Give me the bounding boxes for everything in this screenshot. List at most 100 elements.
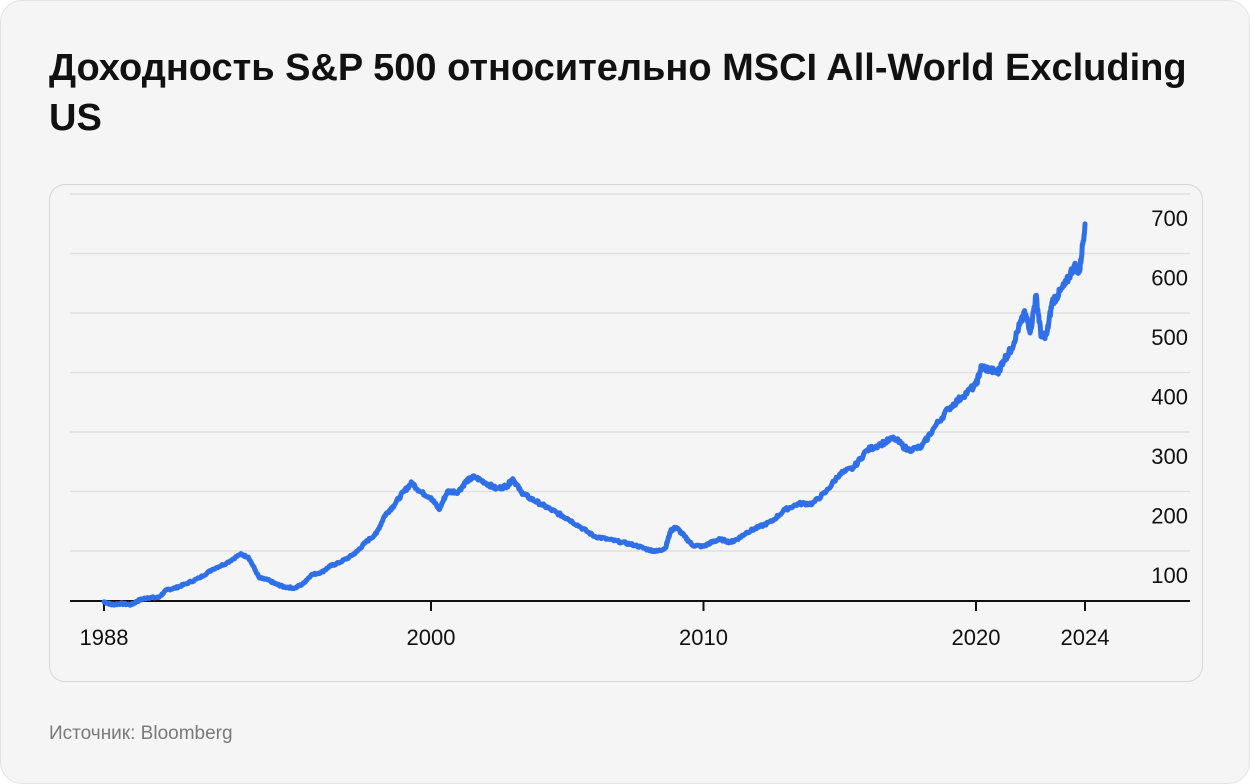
data-point xyxy=(565,516,570,521)
data-point xyxy=(129,602,134,607)
data-point xyxy=(281,584,286,589)
data-point xyxy=(320,570,325,575)
x-tick-label-2010: 2010 xyxy=(679,625,728,650)
data-point xyxy=(409,480,414,485)
data-point xyxy=(946,406,951,411)
y-tick-label-100: 100 xyxy=(1151,563,1188,588)
x-tick-label-2024: 2024 xyxy=(1061,625,1110,650)
data-point xyxy=(668,528,673,533)
data-point xyxy=(995,370,1000,375)
data-point xyxy=(892,436,897,441)
data-point xyxy=(145,595,150,600)
data-point xyxy=(1077,269,1082,274)
data-point xyxy=(647,548,652,553)
data-point xyxy=(837,471,842,476)
data-point xyxy=(878,442,883,447)
data-point xyxy=(505,483,510,488)
data-point xyxy=(164,587,169,592)
data-point xyxy=(246,555,251,560)
data-point xyxy=(1044,332,1049,337)
data-point xyxy=(273,581,278,586)
data-point xyxy=(390,504,395,509)
data-point xyxy=(336,561,341,566)
data-point xyxy=(1039,335,1044,340)
x-tick-label-2020: 2020 xyxy=(952,625,1001,650)
data-point xyxy=(527,495,532,500)
y-tick-label-500: 500 xyxy=(1151,325,1188,350)
data-point xyxy=(429,495,434,500)
data-point xyxy=(919,445,924,450)
data-point xyxy=(238,552,243,557)
data-point xyxy=(1017,323,1022,328)
y-tick-label-200: 200 xyxy=(1151,504,1188,529)
data-point xyxy=(663,546,668,551)
data-point xyxy=(265,577,270,582)
data-point xyxy=(456,489,461,494)
data-point xyxy=(494,486,499,491)
data-point xyxy=(1023,311,1028,316)
data-point xyxy=(559,513,564,518)
data-point xyxy=(292,586,297,591)
data-point xyxy=(510,476,515,481)
data-point xyxy=(592,534,597,539)
x-tick-label-2000: 2000 xyxy=(407,625,456,650)
line-chart: 100 200 300 400 500 600 700 1988 2000 2010 2020 202… xyxy=(70,193,1190,650)
data-point xyxy=(118,601,123,606)
y-tick-label-600: 600 xyxy=(1151,266,1188,291)
data-point xyxy=(960,394,965,399)
data-point xyxy=(102,599,107,604)
data-point xyxy=(728,540,733,545)
data-point xyxy=(655,549,660,554)
data-point xyxy=(933,424,938,429)
data-point xyxy=(979,364,984,369)
data-point xyxy=(374,531,379,536)
data-point xyxy=(1009,346,1014,351)
data-point xyxy=(548,507,553,512)
data-point xyxy=(137,597,142,602)
data-point xyxy=(796,501,801,506)
data-point xyxy=(769,519,774,524)
data-point xyxy=(606,537,611,542)
data-point xyxy=(987,367,992,372)
data-point xyxy=(347,555,352,560)
data-point xyxy=(355,549,360,554)
data-point xyxy=(1072,263,1077,268)
data-point xyxy=(824,489,829,494)
data-point xyxy=(257,575,262,580)
data-point xyxy=(437,507,442,512)
y-tick-label-300: 300 xyxy=(1151,444,1188,469)
chart-panel: 100 200 300 400 500 600 700 1988 2000 2010 2020 202… xyxy=(49,184,1203,682)
data-point xyxy=(309,573,314,578)
series-line-0 xyxy=(101,221,1088,608)
data-point xyxy=(538,501,543,506)
data-point xyxy=(1063,281,1068,286)
data-point xyxy=(472,474,477,479)
data-point xyxy=(197,575,202,580)
x-tick-label-1988: 1988 xyxy=(80,625,129,650)
data-point xyxy=(736,536,741,541)
data-point xyxy=(690,543,695,548)
data-point xyxy=(156,595,161,600)
data-point xyxy=(701,544,706,549)
data-point xyxy=(464,478,469,483)
data-point xyxy=(382,513,387,518)
data-point xyxy=(483,480,488,485)
data-point xyxy=(445,489,450,494)
data-point xyxy=(211,567,216,572)
data-point xyxy=(418,489,423,494)
data-point xyxy=(717,537,722,542)
y-tick-label-400: 400 xyxy=(1151,385,1188,410)
data-point xyxy=(810,501,815,506)
data-point xyxy=(709,540,714,545)
data-point xyxy=(1028,329,1033,334)
data-point xyxy=(619,540,624,545)
data-point xyxy=(110,602,115,607)
y-tick-label-700: 700 xyxy=(1151,206,1188,231)
data-point xyxy=(674,525,679,530)
data-point xyxy=(851,465,856,470)
data-point xyxy=(1001,358,1006,363)
data-point xyxy=(633,543,638,548)
data-point xyxy=(1083,221,1088,226)
data-point xyxy=(518,489,523,494)
